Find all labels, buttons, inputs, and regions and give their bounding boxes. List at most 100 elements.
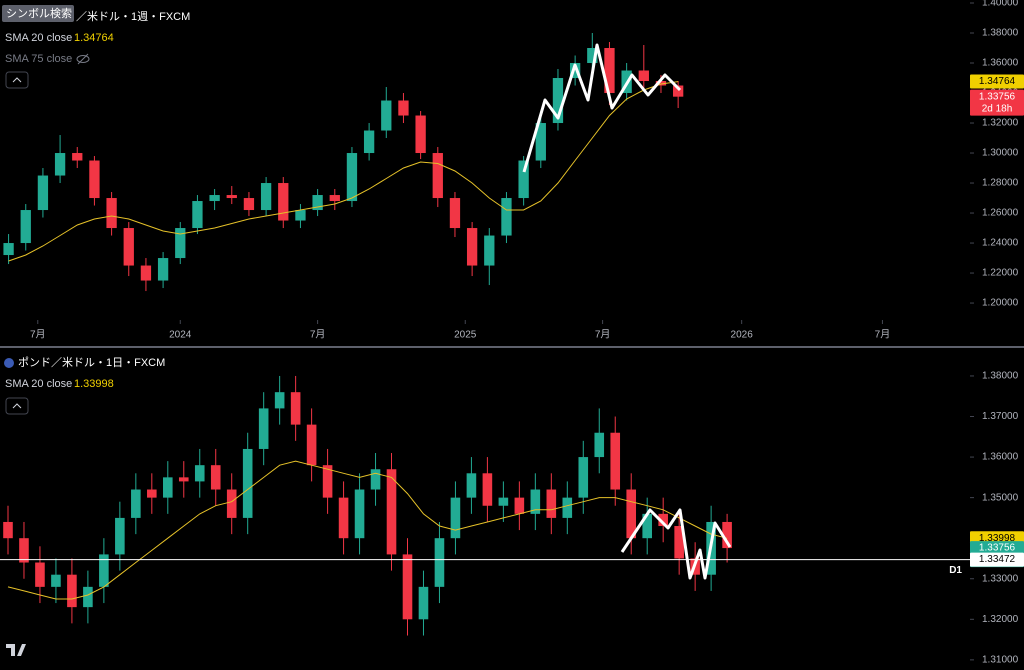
candle-body [115, 517, 125, 555]
indicator-name: SMA 20 close [5, 378, 72, 390]
y-tick-label: 1.24000 [982, 238, 1019, 249]
y-tick-label: 1.31000 [982, 655, 1019, 666]
candle-body [518, 160, 529, 199]
candle-body [295, 210, 306, 221]
candle-body [642, 513, 652, 539]
candle-body [569, 63, 581, 79]
candle-body [587, 48, 598, 64]
logo [6, 644, 26, 656]
x-tick-label: 7月 [595, 329, 611, 341]
x-tick-label: 2026 [731, 330, 754, 341]
y-tick-label: 1.36000 [982, 58, 1019, 69]
y-tick-label: 1.32000 [982, 614, 1019, 625]
candle-body [83, 586, 93, 608]
candle-body [131, 489, 141, 518]
candle-body [381, 100, 392, 131]
candle-body [278, 183, 289, 221]
collapse-icon [12, 77, 22, 83]
x-tick-label: 7月 [310, 329, 326, 341]
candle-body [450, 497, 461, 539]
candle-body [290, 392, 301, 425]
collapse-button[interactable] [5, 71, 29, 89]
y-tick-label: 1.33000 [982, 573, 1019, 584]
candle-body [72, 153, 83, 161]
y-tick-label: 1.26000 [982, 208, 1019, 219]
candle-body [449, 198, 461, 229]
candle-body [243, 198, 255, 211]
sma-line [7, 460, 728, 600]
candle-body [157, 258, 169, 281]
candle-body [432, 153, 443, 199]
candle-body [3, 521, 13, 539]
candle-body [210, 465, 221, 490]
candle-body [140, 265, 152, 281]
y-tick-label: 1.20000 [982, 298, 1019, 309]
candle-body [37, 175, 49, 211]
pane [3, 33, 684, 292]
candle-body [147, 489, 157, 498]
y-tick-label: 1.38000 [982, 371, 1019, 382]
candle-body [466, 228, 478, 266]
indicator-value: 1.34764 [74, 32, 114, 44]
candle-body [402, 554, 413, 620]
y-tick-label: 1.28000 [982, 178, 1019, 189]
candle-body [638, 70, 649, 82]
candle-body [398, 100, 409, 116]
candle-body [498, 497, 509, 506]
x-tick-label: 2025 [454, 330, 477, 341]
price-tag-label: 1.33472 [979, 554, 1016, 565]
price-tag-label: 1.34764 [979, 76, 1016, 87]
y-tick-label: 1.32000 [982, 118, 1019, 129]
price-tag-label: 1.33998 [979, 533, 1016, 544]
candle-body [386, 469, 397, 555]
y-tick-label: 1.36000 [982, 452, 1019, 463]
indicator-name: SMA 75 close [5, 53, 72, 65]
flag-icon [4, 358, 14, 368]
candle-body [415, 115, 426, 154]
candle-body [312, 195, 323, 211]
candle-body [370, 469, 381, 490]
candle-body [19, 538, 29, 563]
candle-body [67, 574, 77, 608]
candle-body [3, 243, 14, 256]
price-tag [970, 74, 1024, 89]
candle-body [594, 432, 605, 458]
candle-body [178, 477, 189, 482]
candle-body [578, 457, 589, 498]
sma-line [8, 81, 679, 262]
y-tick-label: 1.38000 [982, 28, 1019, 39]
candle-body [434, 538, 445, 587]
candle-body [89, 160, 100, 199]
search-box[interactable] [2, 5, 74, 22]
hide-icon[interactable] [76, 55, 90, 63]
candle-body [658, 513, 668, 527]
price-tag-label: 1.33756 [979, 543, 1016, 554]
indicator-name: SMA 20 close [5, 32, 72, 44]
candle-body [51, 574, 61, 587]
candle-body [354, 489, 365, 539]
collapse-button[interactable] [5, 397, 29, 415]
search-label[interactable]: シンボル検索 [6, 6, 72, 20]
candle-body [54, 153, 66, 176]
price-tag-sub: 2d 18h [982, 103, 1013, 114]
candle-body [535, 123, 546, 161]
candle-body [674, 526, 684, 559]
pane-title: ポンド／米ドル・1日・FXCM [18, 356, 165, 369]
candle-body [106, 198, 117, 229]
candle-body [514, 497, 525, 514]
candle-body [722, 521, 732, 549]
x-tick-label: 2024 [169, 330, 192, 341]
y-tick-label: 1.30000 [982, 148, 1019, 159]
candle-body [363, 130, 375, 154]
candle-body [562, 497, 573, 518]
candle-body [329, 195, 340, 202]
drawing [522, 43, 682, 173]
candle-body [226, 195, 237, 199]
collapse-icon [12, 403, 22, 409]
candle-body [194, 465, 205, 482]
y-tick-label: 1.37000 [982, 411, 1019, 422]
